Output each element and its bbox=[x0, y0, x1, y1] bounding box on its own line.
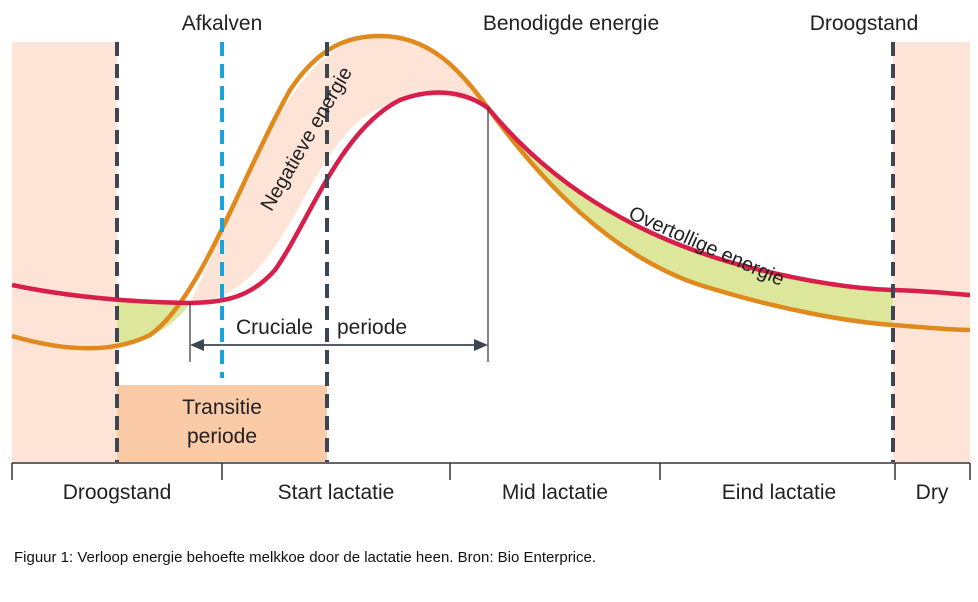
transition-label-line2: periode bbox=[187, 425, 257, 448]
transition-period-box bbox=[117, 385, 327, 462]
crucial-arrowhead-left bbox=[190, 339, 204, 351]
dry-period-band-left bbox=[12, 42, 117, 462]
required-energy-curve bbox=[11, 33, 971, 351]
crucial-period-word2: periode bbox=[337, 316, 407, 339]
phase-label-dry-short: Dry bbox=[916, 481, 949, 504]
figure-caption: Figuur 1: Verloop energie behoefte melkk… bbox=[14, 549, 597, 566]
negative-energy-area bbox=[190, 35, 488, 304]
phase-label-dry: Droogstand bbox=[63, 481, 172, 504]
surplus-energy-area-right bbox=[488, 108, 893, 325]
phase-label-start-lactation: Start lactatie bbox=[278, 481, 395, 504]
required-energy-label: Benodigde energie bbox=[483, 12, 659, 35]
phase-label-end-lactation: Eind lactatie bbox=[722, 481, 836, 504]
crucial-arrowhead-right bbox=[474, 339, 488, 351]
crucial-period-word1: Cruciale bbox=[236, 316, 313, 339]
calving-label: Afkalven bbox=[182, 12, 263, 35]
transition-label-line1: Transitie bbox=[182, 396, 262, 419]
dry-period-band-right bbox=[893, 42, 970, 462]
dry-period-label: Droogstand bbox=[810, 12, 919, 35]
phase-label-mid-lactation: Mid lactatie bbox=[502, 481, 608, 504]
energy-intake-curve bbox=[11, 90, 971, 306]
